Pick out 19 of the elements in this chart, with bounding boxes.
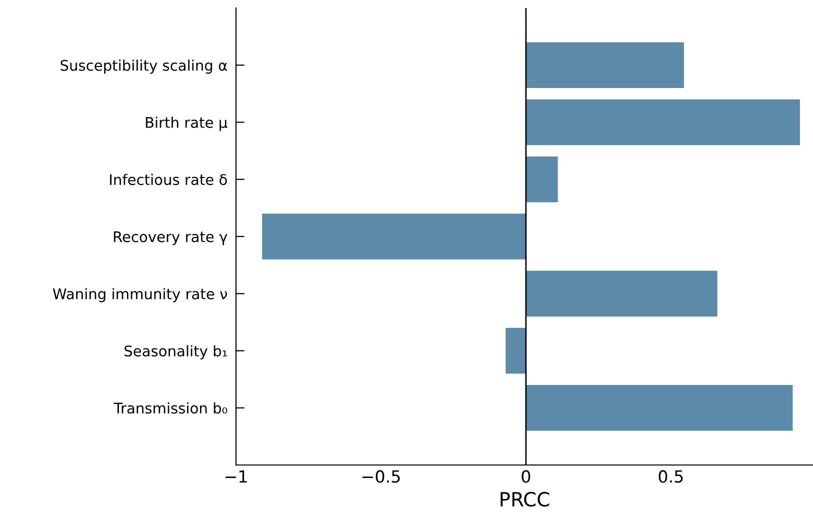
y-tick-label: Seasonality b₁ (124, 345, 227, 360)
bar (526, 270, 718, 316)
x-tick-label: −1 (225, 470, 247, 483)
y-tick-label: Waning immunity rate ν (52, 288, 227, 302)
x-tick-label: 0 (522, 470, 530, 483)
bar (526, 156, 558, 202)
x-tick-label: −0.5 (362, 470, 400, 483)
bar (506, 328, 526, 374)
y-tick-label: Birth rate μ (146, 116, 228, 131)
x-axis-title: PRCC (500, 492, 550, 507)
bar (526, 99, 800, 146)
bar (262, 214, 526, 260)
x-tick-label: 0.5 (658, 470, 683, 483)
y-tick-label: Infectious rate δ (110, 174, 227, 186)
bar (526, 42, 684, 88)
y-tick-label: Susceptibility scaling α (60, 60, 227, 74)
bar (526, 385, 793, 431)
y-tick-label: Transmission b₀ (114, 402, 228, 414)
y-tick-label: Recovery rate γ (114, 231, 228, 246)
